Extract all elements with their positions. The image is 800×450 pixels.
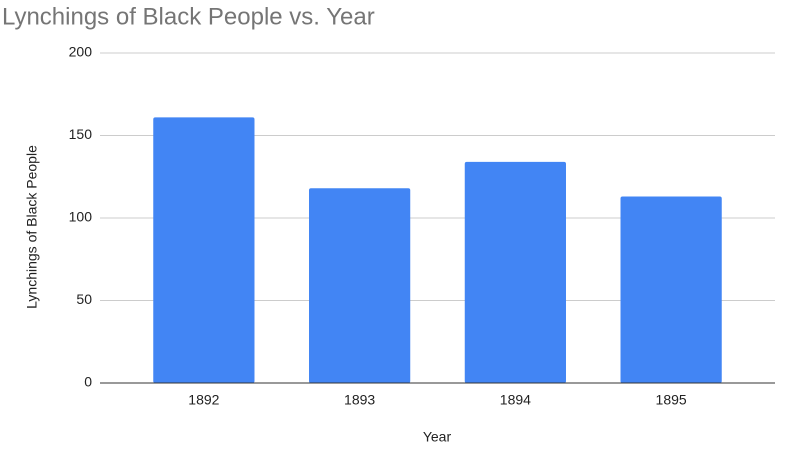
x-tick-label: 1894: [500, 392, 531, 408]
x-axis-label: Year: [423, 429, 452, 445]
x-tick-label: 1892: [188, 392, 219, 408]
bar: [309, 188, 411, 383]
y-tick-label: 150: [69, 126, 93, 142]
bar: [153, 117, 255, 383]
bar: [620, 196, 722, 383]
bar: [464, 161, 566, 383]
x-tick-label: 1893: [344, 392, 375, 408]
y-axis-label: Lynchings of Black People: [24, 145, 40, 309]
y-tick-label: 200: [69, 44, 93, 60]
chart-title: Lynchings of Black People vs. Year: [2, 3, 375, 30]
y-tick-label: 50: [76, 291, 92, 307]
y-tick-label: 100: [69, 209, 93, 225]
x-tick-label: 1895: [656, 392, 687, 408]
y-tick-label: 0: [84, 374, 92, 390]
